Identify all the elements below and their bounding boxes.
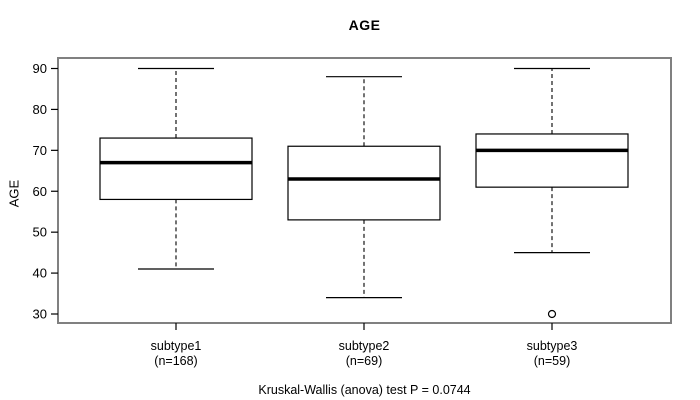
y-tick-label: 80 bbox=[33, 102, 47, 117]
y-tick-label: 40 bbox=[33, 266, 47, 281]
y-tick-label: 50 bbox=[33, 225, 47, 240]
group-label: subtype1 bbox=[151, 339, 202, 353]
iqr-box-subtype2 bbox=[287, 145, 441, 221]
chart-title: AGE bbox=[348, 17, 381, 33]
group-n-label: (n=168) bbox=[154, 354, 197, 368]
group-label: subtype2 bbox=[339, 339, 390, 353]
group-n-label: (n=69) bbox=[346, 354, 382, 368]
group-n-label: (n=59) bbox=[534, 354, 570, 368]
iqr-box-subtype3 bbox=[475, 133, 629, 188]
group-label: subtype3 bbox=[527, 339, 578, 353]
y-tick-label: 30 bbox=[33, 307, 47, 322]
y-tick-label: 60 bbox=[33, 184, 47, 199]
y-tick-label: 70 bbox=[33, 143, 47, 158]
stat-test-caption: Kruskal-Wallis (anova) test P = 0.0744 bbox=[258, 383, 471, 397]
outlier-point bbox=[547, 309, 557, 319]
iqr-box-subtype1 bbox=[99, 137, 253, 201]
y-tick-label: 90 bbox=[33, 61, 47, 76]
